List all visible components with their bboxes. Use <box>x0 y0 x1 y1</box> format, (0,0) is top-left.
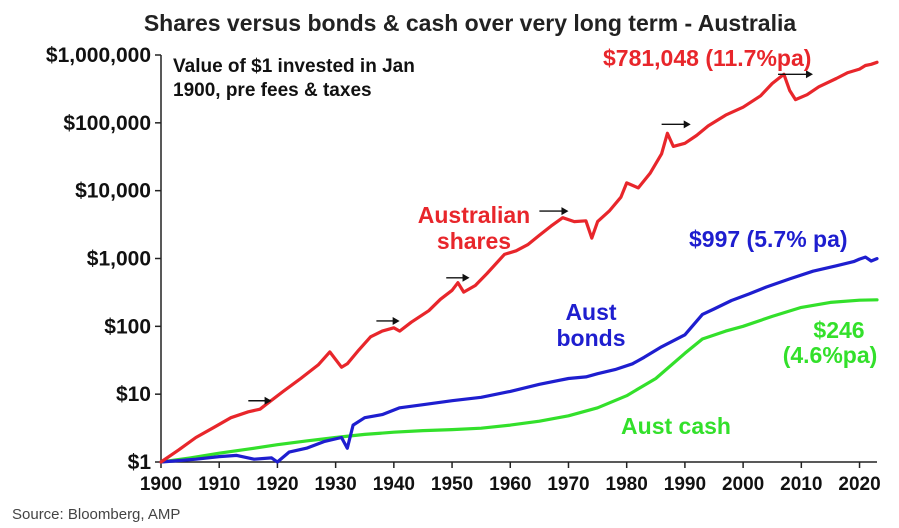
source-note: Source: Bloomberg, AMP <box>12 506 180 523</box>
plateau-arrow-icon <box>446 273 470 282</box>
series-layer <box>159 60 879 464</box>
y-tick-label: $10 <box>116 383 151 406</box>
x-tick-label: 2000 <box>722 474 764 495</box>
series-line-aust-bonds <box>159 255 879 464</box>
x-tick-label: 1960 <box>489 474 531 495</box>
y-tick-label: $100 <box>104 315 151 338</box>
y-tick-label: $1 <box>128 451 152 474</box>
series-line-aust-cash <box>159 298 879 464</box>
end-label-shares: $781,048 (11.7%pa) <box>603 45 811 71</box>
chart-note-line-2: 1900, pre fees & taxes <box>173 80 372 101</box>
x-tick-label: 1930 <box>314 474 356 495</box>
x-tick-label: 1900 <box>140 474 182 495</box>
x-tick-label: 1920 <box>256 474 298 495</box>
x-tick-label: 2020 <box>838 474 880 495</box>
end-label-bonds: $997 (5.7% pa) <box>689 226 848 252</box>
series-label-bonds-line-1: Aust <box>565 299 616 325</box>
y-tick-label: $1,000,000 <box>46 44 151 67</box>
series-label-bonds-line-2: bonds <box>557 325 626 351</box>
plateau-arrow-icon <box>778 70 813 79</box>
y-tick-labels: $1 $10 $100 $1,000 $10,000 $100,000 $1,000,000 <box>46 44 161 474</box>
x-tick-label: 1980 <box>606 474 648 495</box>
y-tick-label: $10,000 <box>75 180 151 203</box>
series-line-australian-shares <box>159 60 879 464</box>
x-tick-label: 1950 <box>431 474 473 495</box>
x-tick-label: 1910 <box>198 474 240 495</box>
x-tick-label: 2010 <box>780 474 822 495</box>
y-tick-label: $100,000 <box>63 112 151 135</box>
plateau-arrow-icon <box>539 207 569 216</box>
series-label-cash: Aust cash <box>621 413 731 439</box>
end-label-cash-line-1: $246 <box>813 317 864 343</box>
x-tick-label: 1990 <box>664 474 706 495</box>
chart-title: Shares versus bonds & cash over very lon… <box>144 10 797 36</box>
series-label-shares-line-1: Australian <box>418 202 530 228</box>
x-tick-label: 1940 <box>373 474 415 495</box>
plateau-arrows <box>248 70 813 405</box>
x-tick-labels: 1900 1910 1920 1930 1940 1950 1960 1970 1980 1990… <box>140 462 881 495</box>
y-tick-label: $1,000 <box>87 248 151 271</box>
plateau-arrow-icon <box>248 396 272 405</box>
plateau-arrow-icon <box>661 120 691 129</box>
series-label-shares-line-2: shares <box>437 228 511 254</box>
chart-note-line-1: Value of $1 invested in Jan <box>173 56 415 77</box>
x-tick-label: 1970 <box>547 474 589 495</box>
plateau-arrow-icon <box>376 316 400 325</box>
end-label-cash-line-2: (4.6%pa) <box>783 342 878 368</box>
